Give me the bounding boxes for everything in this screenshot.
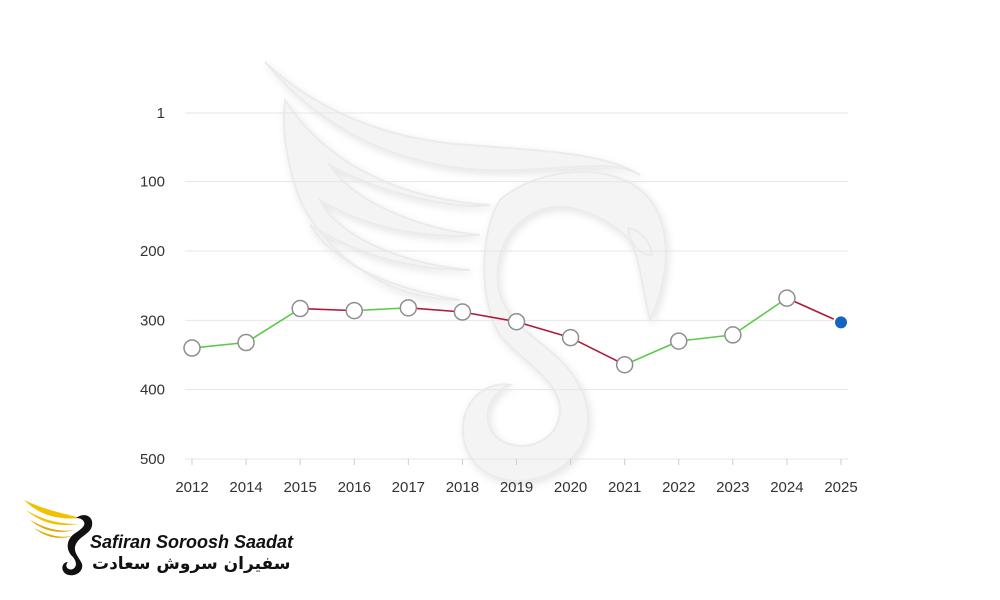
x-tick-label: 2022 [662,479,695,496]
x-tick-labels: 2012 2014 2015 2016 2017 2018 2019 2020 2021 2022… [175,479,857,496]
line-segment [732,297,788,336]
x-tick-label: 2024 [770,479,803,496]
data-point[interactable] [778,289,796,307]
x-tick-label: 2025 [824,479,857,496]
y-tick-label: 500 [140,451,165,468]
line-segment [245,307,301,344]
y-tick-label: 1 [157,105,165,122]
x-tick-label: 2023 [716,479,749,496]
data-point[interactable] [345,301,363,320]
line-segment [300,307,355,312]
data-point[interactable] [291,299,309,318]
line-segment [191,341,247,349]
line-segment [570,336,626,366]
data-point-highlighted[interactable] [833,314,849,331]
data-point[interactable] [615,355,634,374]
data-point[interactable] [399,299,418,317]
data-point[interactable] [237,333,255,352]
logo-name-persian: سفیران سروش سعادت [92,554,291,574]
data-point[interactable] [670,332,688,350]
line-segment [462,311,517,323]
x-tick-label: 2019 [500,479,533,496]
x-tick-label: 2015 [283,479,316,496]
x-tick-label: 2014 [229,479,262,496]
x-tick-label: 2021 [608,479,641,496]
line-segment [786,297,842,324]
line-segment [408,307,463,313]
data-point[interactable] [724,326,742,344]
data-point[interactable] [183,339,201,357]
line-segment [354,307,409,312]
line-segment [624,340,680,366]
y-tick-label: 100 [140,174,165,191]
winged-swan-logo-icon [24,500,93,576]
y-tick-label: 300 [140,312,165,329]
grid-lines [185,112,848,465]
company-logo: Safiran Soroosh Saadat سفیران سروش سعادت [20,494,294,584]
x-tick-label: 2020 [554,479,587,496]
x-tick-label: 2018 [446,479,479,496]
data-point[interactable] [453,303,472,321]
line-segment [516,320,571,339]
data-point[interactable] [507,312,526,331]
series-line [191,297,842,366]
y-tick-label: 400 [140,382,165,399]
x-tick-label: 2012 [175,479,208,496]
logo-name-english: Safiran Soroosh Saadat [90,532,294,552]
y-tick-labels: 1 100 200 300 400 500 [140,105,165,468]
series-markers [183,289,849,374]
x-tick-label: 2016 [338,479,371,496]
data-point[interactable] [561,328,580,347]
x-tick-label: 2017 [392,479,425,496]
line-segment [678,334,733,342]
y-tick-label: 200 [140,243,165,260]
